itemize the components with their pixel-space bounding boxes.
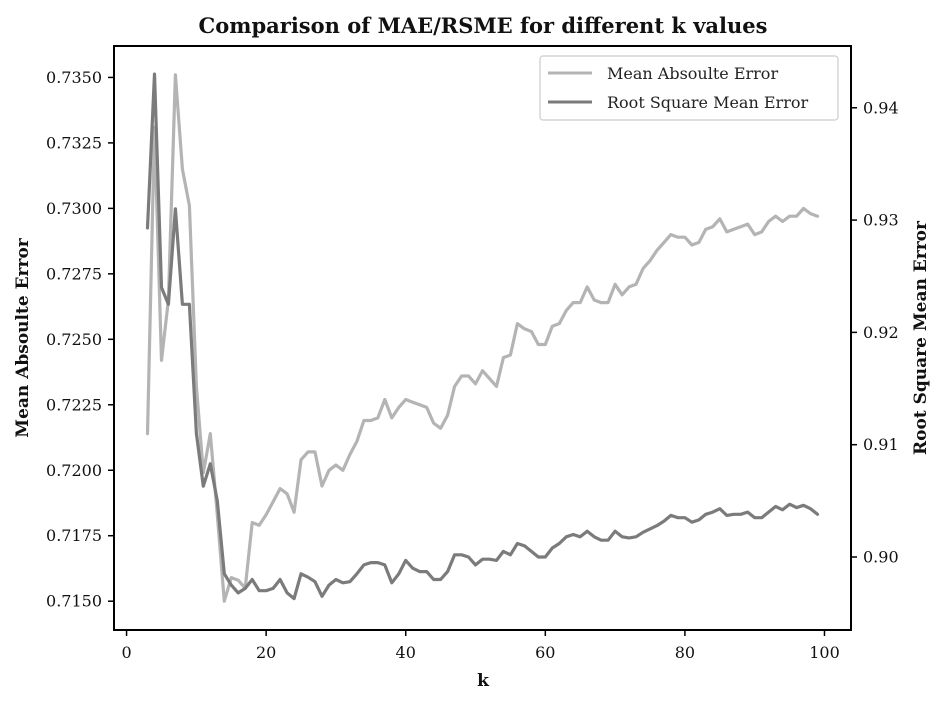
x-axis-label: k [477,671,490,691]
right-y-tick-label: 0.93 [863,211,899,230]
left-y-tick-label: 0.7175 [46,526,102,545]
x-tick-label: 60 [535,643,555,662]
left-y-tick-label: 0.7325 [46,133,102,152]
left-y-tick-label: 0.7200 [46,461,102,480]
x-tick-label: 80 [675,643,695,662]
legend-label-mae: Mean Absoulte Error [607,64,778,83]
legend: Mean Absoulte Error Root Square Mean Err… [539,55,839,121]
chart-title: Comparison of MAE/RSME for different k v… [199,13,768,38]
legend-box [539,55,839,121]
legend-label-rmse: Root Square Mean Error [607,93,808,112]
left-y-tick-label: 0.7250 [46,330,102,349]
left-y-axis-ticks: 0.7150 0.7175 0.7200 0.7225 0.7250 0.7275 0.73… [46,68,114,611]
x-axis-ticks: 0 20 40 60 80 100 [121,630,840,662]
plot-series [145,72,820,603]
x-tick-label: 40 [396,643,416,662]
left-y-tick-label: 0.7150 [46,592,102,611]
x-tick-label: 20 [256,643,276,662]
x-tick-label: 100 [809,643,840,662]
left-y-tick-label: 0.7350 [46,68,102,87]
left-y-tick-label: 0.7300 [46,199,102,218]
series-line-0 [145,73,820,603]
x-tick-label: 0 [121,643,131,662]
right-y-tick-label: 0.94 [863,98,899,117]
right-y-axis-label: Root Square Mean Error [911,220,931,455]
right-y-tick-label: 0.90 [863,548,899,567]
left-y-tick-label: 0.7275 [46,264,102,283]
right-y-axis-ticks: 0.90 0.91 0.92 0.93 0.94 [851,98,899,567]
left-y-axis-label: Mean Absoulte Error [13,237,33,438]
right-y-tick-label: 0.92 [863,323,899,342]
right-y-tick-label: 0.91 [863,435,899,454]
series-line-1 [145,72,820,601]
left-y-tick-label: 0.7225 [46,395,102,414]
plot-frame [113,45,852,631]
